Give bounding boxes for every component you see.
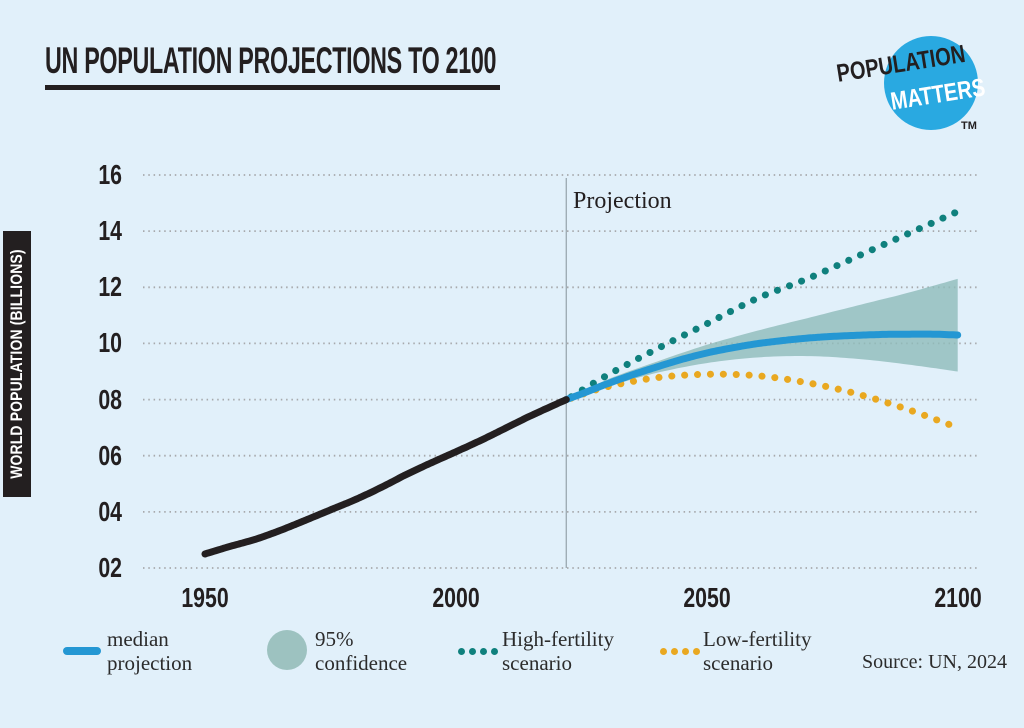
source-caption: Source: UN, 2024: [862, 651, 1007, 673]
x-tick-label: 2000: [432, 582, 480, 613]
legend-label-low-fertility: Low-fertility scenario: [703, 627, 812, 675]
low-fertility-dots-swatch: [660, 648, 700, 655]
low-series-line: [567, 370, 962, 432]
trademark-symbol: TM: [961, 120, 977, 132]
legend-label-confidence: 95% confidence: [315, 627, 408, 675]
projection-annotation: Projection: [573, 188, 672, 214]
median-line-swatch: [63, 647, 101, 655]
y-tick-label: 10: [98, 327, 122, 359]
confidence-band: [566, 278, 958, 400]
x-tick-label: 2050: [683, 582, 731, 613]
legend-label-high-fertility: High-fertility scenario: [502, 627, 614, 675]
y-tick-label: 16: [98, 159, 122, 190]
y-tick-label: 12: [98, 271, 122, 303]
population-matters-logo: POPULATION MATTERS TM: [835, 28, 1005, 138]
x-tick-label: 1950: [181, 582, 229, 613]
median-series-line: [562, 330, 962, 404]
high-fertility-dots-swatch: [458, 648, 498, 655]
y-tick-label: 06: [98, 439, 122, 471]
legend-label-median: median projection: [107, 627, 193, 675]
y-tick-label: 04: [98, 495, 122, 527]
confidence-circle-swatch: [267, 630, 307, 670]
y-tick-label: 08: [98, 383, 122, 415]
page-title: UN POPULATION PROJECTIONS TO 2100: [45, 42, 761, 90]
y-tick-label: 02: [98, 552, 122, 583]
logo-circle: [884, 36, 978, 130]
historical-series-line: [201, 396, 570, 558]
page-title-text: UN POPULATION PROJECTIONS TO 2100: [45, 40, 497, 81]
x-tick-label: 2100: [934, 582, 982, 613]
y-tick-label: 14: [98, 215, 122, 247]
title-underline: [45, 85, 500, 90]
